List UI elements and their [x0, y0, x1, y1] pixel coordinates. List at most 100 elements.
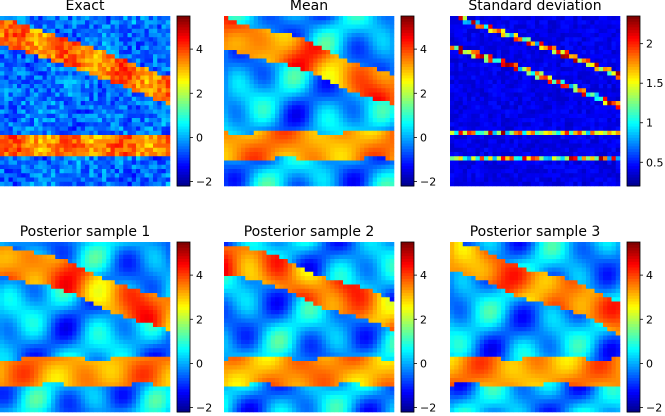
heatmap-cell: [355, 41, 361, 47]
heatmap-cell: [304, 37, 310, 42]
heatmap-cell: [249, 45, 255, 51]
heatmap-cell: [518, 37, 523, 42]
heatmap-cell: [80, 160, 86, 166]
heatmap-cell: [552, 181, 557, 187]
heatmap-cell: [581, 54, 587, 59]
heatmap-cell: [63, 169, 69, 174]
heatmap-cell: [326, 160, 331, 166]
heatmap-cell: [603, 177, 608, 183]
heatmap-cell: [97, 177, 103, 183]
heatmap-cell: [29, 105, 35, 110]
heatmap-cell: [389, 139, 395, 144]
heatmap-cell: [509, 71, 515, 76]
heatmap-cell: [381, 109, 386, 115]
heatmap-cell: [42, 96, 48, 102]
heatmap-cell: [450, 41, 455, 47]
heatmap-cell: [85, 160, 90, 166]
heatmap-cell: [0, 50, 5, 55]
heatmap-cell: [153, 92, 158, 98]
heatmap-cell: [85, 139, 90, 144]
heatmap-cell: [368, 143, 374, 149]
heatmap-cell: [458, 28, 464, 34]
colorbar-band: [401, 140, 414, 144]
heatmap-cell: [127, 20, 133, 25]
heatmap-cell: [462, 67, 468, 72]
heatmap-cell: [89, 54, 94, 59]
heatmap-cell: [29, 143, 35, 149]
heatmap-cell: [368, 71, 374, 76]
heatmap-cell: [458, 139, 464, 144]
heatmap-cell: [389, 113, 395, 119]
heatmap-cell: [458, 33, 464, 38]
heatmap-cell: [97, 92, 103, 98]
heatmap-cell: [228, 169, 233, 174]
heatmap-cell: [364, 164, 369, 170]
heatmap-cell: [157, 181, 162, 187]
heatmap-cell: [488, 33, 493, 38]
heatmap-cell: [552, 126, 557, 132]
heatmap-cell: [0, 147, 5, 153]
heatmap-cell: [313, 24, 318, 30]
heatmap-cell: [560, 33, 566, 38]
heatmap-cell: [535, 33, 540, 38]
heatmap-cell: [338, 169, 344, 174]
heatmap-cell: [68, 147, 73, 153]
heatmap-cell: [543, 54, 549, 59]
heatmap-cell: [253, 88, 259, 93]
heatmap-cell: [29, 122, 35, 127]
heatmap-cell: [165, 58, 171, 64]
heatmap-cell: [326, 33, 331, 38]
colorbar-band: [177, 103, 190, 108]
heatmap-cell: [85, 75, 90, 81]
heatmap-cell: [522, 33, 527, 38]
heatmap-cell: [343, 96, 348, 102]
heatmap-cell: [72, 92, 77, 98]
heatmap-cell: [590, 16, 595, 21]
heatmap-cell: [330, 101, 335, 106]
heatmap-cell: [471, 79, 476, 85]
heatmap-cell: [501, 58, 506, 64]
colorbar-band: [401, 50, 414, 54]
heatmap-cell: [462, 37, 468, 42]
heatmap-cell: [300, 130, 306, 136]
heatmap-cell: [522, 122, 527, 127]
heatmap-cell: [55, 88, 60, 93]
heatmap-cell: [368, 54, 374, 59]
heatmap-cell: [106, 101, 111, 106]
heatmap-cell: [360, 164, 365, 170]
heatmap-cell: [321, 152, 327, 157]
heatmap-cell: [330, 139, 335, 144]
heatmap-cell: [492, 88, 498, 93]
heatmap-cell: [450, 92, 455, 98]
heatmap-cell: [389, 88, 395, 93]
heatmap-cell: [161, 143, 167, 149]
heatmap-cell: [309, 71, 314, 76]
heatmap-cell: [458, 79, 464, 85]
heatmap-cell: [543, 16, 549, 21]
heatmap-cell: [484, 79, 489, 85]
heatmap-cell: [615, 169, 621, 174]
heatmap-cell: [364, 92, 369, 98]
heatmap-cell: [17, 24, 22, 30]
heatmap-cell: [471, 54, 476, 59]
heatmap-cell: [34, 75, 39, 81]
heatmap-cell: [0, 181, 5, 187]
heatmap-cell: [484, 75, 489, 81]
heatmap-cell: [535, 24, 540, 30]
heatmap-cell: [12, 118, 18, 123]
heatmap-cell: [330, 79, 335, 85]
heatmap-cell: [488, 105, 493, 110]
heatmap-cell: [63, 126, 69, 132]
heatmap-cell: [501, 75, 506, 81]
heatmap-cell: [577, 169, 583, 174]
heatmap-cell: [539, 101, 544, 106]
colorbar-band: [627, 106, 640, 110]
heatmap-cell: [454, 109, 459, 115]
heatmap-cell: [38, 118, 43, 123]
heatmap-cell: [573, 75, 578, 81]
heatmap-cell: [279, 169, 284, 174]
heatmap-cell: [313, 160, 318, 166]
heatmap-cell: [586, 126, 591, 132]
heatmap-cell: [560, 164, 566, 170]
heatmap-cell: [245, 177, 250, 183]
